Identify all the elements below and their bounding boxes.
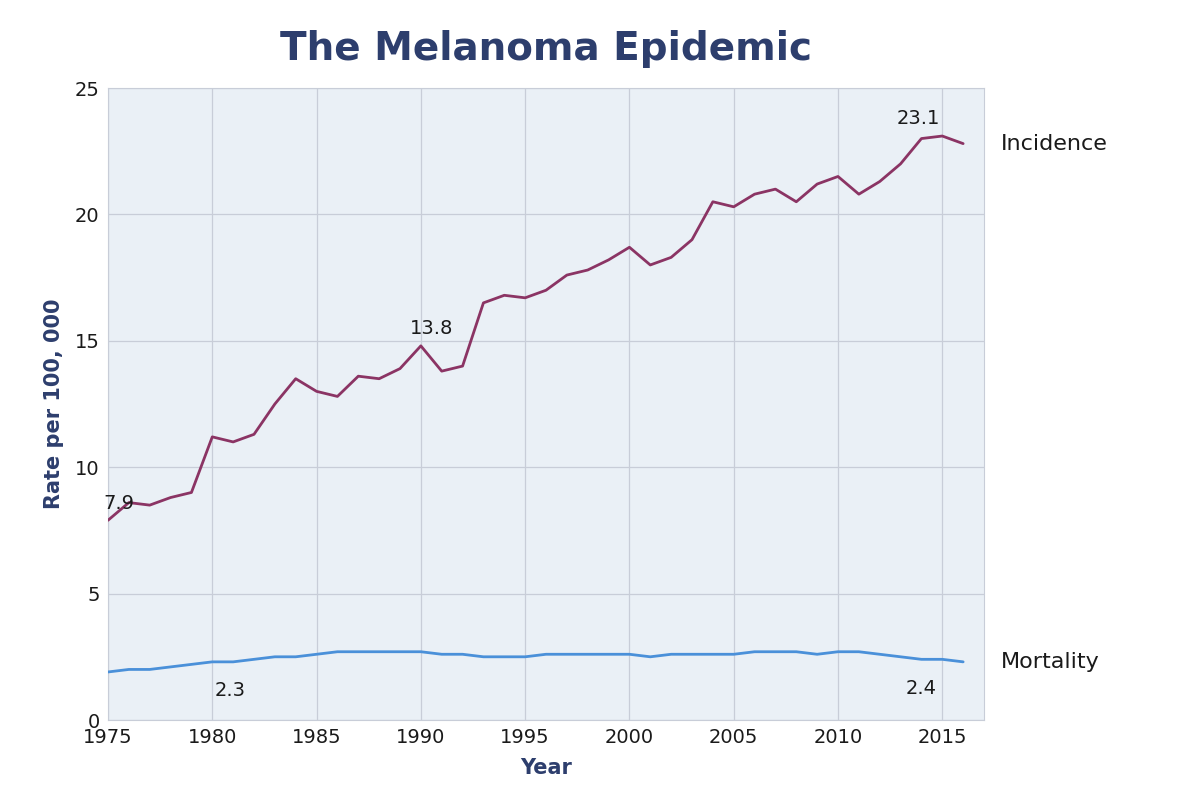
- Text: 7.9: 7.9: [104, 494, 134, 514]
- Text: 23.1: 23.1: [896, 109, 940, 128]
- Title: The Melanoma Epidemic: The Melanoma Epidemic: [280, 30, 812, 68]
- Text: 13.8: 13.8: [409, 318, 454, 338]
- Text: Incidence: Incidence: [1001, 134, 1108, 154]
- Text: Mortality: Mortality: [1001, 652, 1099, 672]
- Text: 2.3: 2.3: [215, 682, 246, 700]
- Y-axis label: Rate per 100, 000: Rate per 100, 000: [43, 298, 64, 510]
- X-axis label: Year: Year: [520, 758, 572, 778]
- Text: 2.4: 2.4: [906, 678, 937, 698]
